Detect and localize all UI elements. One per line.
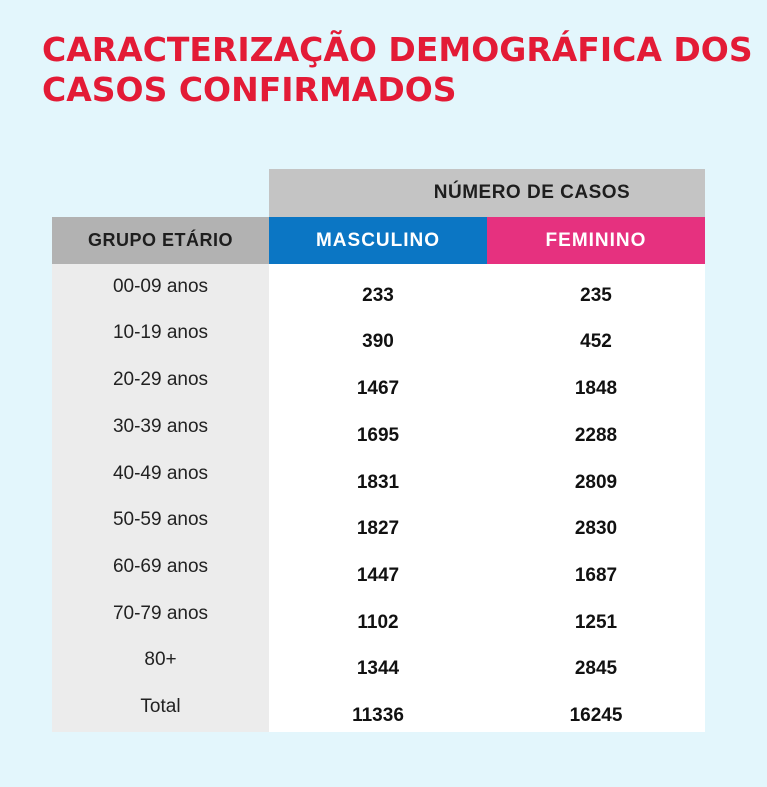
header-age-group: GRUPO ETÁRIO	[52, 217, 269, 264]
age-group-cell: 00-09 anos	[112, 276, 209, 297]
header-male: MASCULINO	[269, 217, 487, 264]
age-group-cell: 30-39 anos	[112, 416, 209, 437]
female-count-cell: 452	[580, 331, 612, 352]
age-group-cell: 80+	[144, 649, 177, 670]
male-count-cell: 1344	[356, 658, 400, 679]
age-group-cell: Total	[140, 696, 181, 717]
age-group-cell: 10-19 anos	[112, 322, 209, 343]
header-female: FEMININO	[487, 217, 705, 264]
cases-table: NÚMERO DE CASOS GRUPO ETÁRIO MASCULINO F…	[52, 169, 705, 732]
table-row-total: Total 11336 16245	[52, 684, 705, 731]
title-line-1: CARACTERIZAÇÃO DEMOGRÁFICA DOS	[42, 30, 753, 69]
female-count-cell: 2809	[574, 472, 618, 493]
table-row: 00-09 anos 233 235	[52, 264, 705, 311]
data-columns	[269, 264, 705, 732]
male-count-cell: 1695	[356, 425, 400, 446]
age-group-column	[52, 264, 269, 732]
male-count-cell: 1831	[356, 472, 400, 493]
male-count-cell: 390	[362, 331, 394, 352]
female-count-cell: 2845	[574, 658, 618, 679]
male-count-cell: 1467	[356, 378, 400, 399]
age-group-cell: 20-29 anos	[112, 369, 209, 390]
male-count-cell: 11336	[352, 705, 404, 726]
age-group-cell: 60-69 anos	[112, 556, 209, 577]
table-row: 30-39 anos 1695 2288	[52, 404, 705, 451]
header-number-of-cases-label: NÚMERO DE CASOS	[433, 182, 631, 203]
female-count-cell: 235	[580, 285, 612, 306]
table-row: 40-49 anos 1831 2809	[52, 451, 705, 498]
title-line-2: CASOS CONFIRMADOS	[42, 70, 457, 109]
table-row: 60-69 anos 1447 1687	[52, 544, 705, 591]
male-count-cell: 233	[362, 285, 394, 306]
page-title: CARACTERIZAÇÃO DEMOGRÁFICA DOS CASOS CON…	[42, 30, 753, 110]
table-row: 70-79 anos 1102 1251	[52, 591, 705, 638]
female-count-cell: 2288	[574, 425, 618, 446]
age-group-cell: 70-79 anos	[112, 603, 209, 624]
table-row: 80+ 1344 2845	[52, 637, 705, 684]
age-group-cell: 50-59 anos	[112, 509, 209, 530]
age-group-cell: 40-49 anos	[112, 463, 209, 484]
female-count-cell: 1687	[574, 565, 618, 586]
table-row: 20-29 anos 1467 1848	[52, 357, 705, 404]
female-count-cell: 2830	[574, 518, 618, 539]
table-row: 10-19 anos 390 452	[52, 310, 705, 357]
female-count-cell: 1848	[574, 378, 618, 399]
male-count-cell: 1447	[356, 565, 400, 586]
male-count-cell: 1102	[357, 612, 399, 633]
female-count-cell: 1251	[574, 612, 618, 633]
male-count-cell: 1827	[356, 518, 400, 539]
female-count-cell: 16245	[569, 705, 623, 726]
table-row: 50-59 anos 1827 2830	[52, 497, 705, 544]
header-number-of-cases: NÚMERO DE CASOS	[269, 169, 705, 217]
